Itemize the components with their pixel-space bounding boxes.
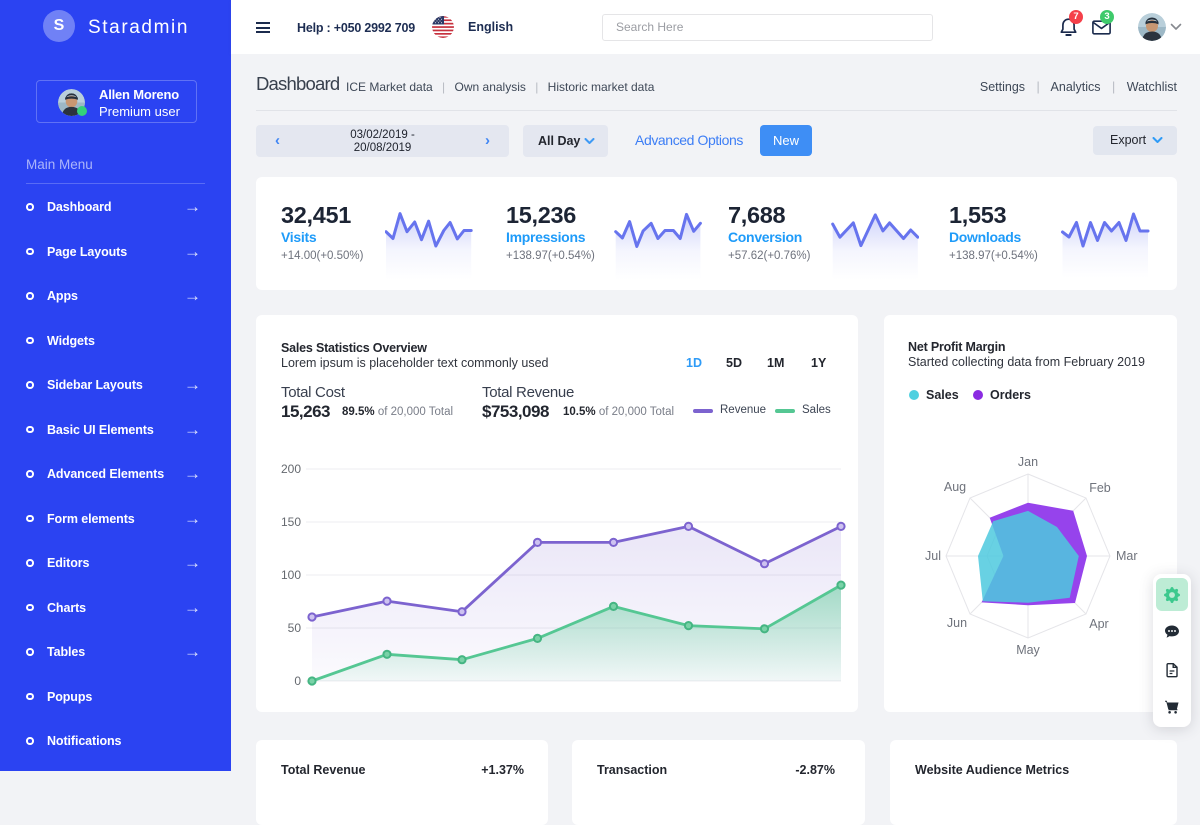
svg-text:May: May [1016,643,1040,657]
svg-text:Jun: Jun [947,616,967,630]
svg-text:Apr: Apr [1089,617,1108,631]
svg-text:150: 150 [281,515,301,529]
svg-text:200: 200 [281,462,301,476]
svg-text:Jan: Jan [1018,455,1038,469]
svg-text:Jul: Jul [925,549,941,563]
svg-text:100: 100 [281,568,301,582]
svg-text:Feb: Feb [1089,481,1111,495]
svg-text:50: 50 [288,621,302,635]
svg-text:Aug: Aug [944,480,966,494]
svg-text:Mar: Mar [1116,549,1138,563]
svg-text:0: 0 [294,674,301,688]
